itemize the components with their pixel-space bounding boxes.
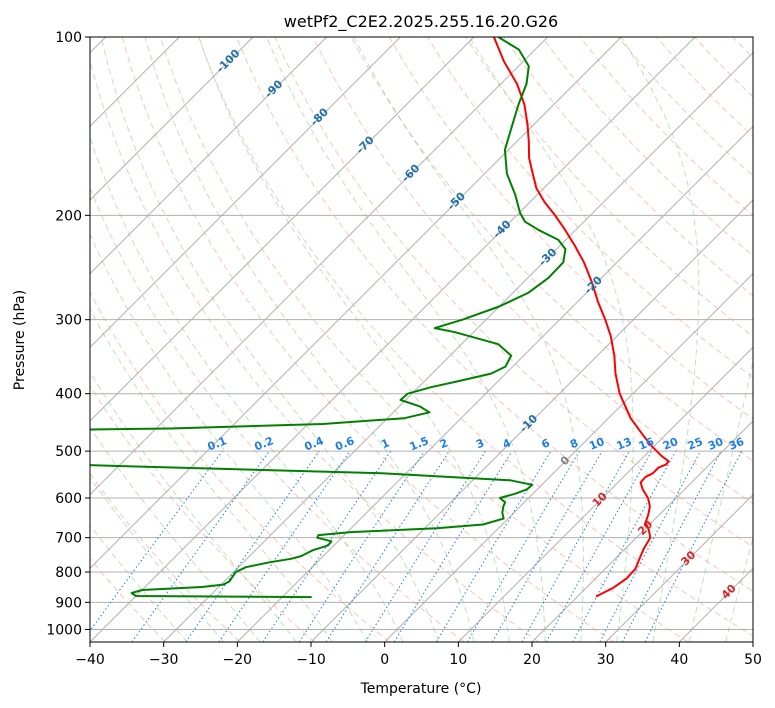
- mixing-ratio-label: 20: [661, 435, 680, 453]
- dry-adiabat: [90, 472, 241, 642]
- chart-title: wetPf2_C2E2.2025.255.16.20.G26: [284, 12, 558, 32]
- dry-adiabat: [503, 37, 753, 297]
- moist-adiabat: [688, 358, 753, 642]
- x-tick-label: −40: [75, 652, 105, 668]
- background-lines: [90, 37, 753, 642]
- isotherm-line: [163, 51, 753, 642]
- dry-adiabat: [465, 37, 753, 338]
- isotherm-line: [90, 37, 475, 422]
- y-tick-label: 900: [55, 595, 82, 611]
- moist-adiabat: [90, 370, 297, 642]
- x-tick-label: 0: [380, 652, 389, 668]
- moist-adiabat: [353, 37, 584, 642]
- dry-adiabat: [274, 37, 753, 548]
- mixing-ratio-line: [131, 450, 270, 642]
- mixing-ratio-label: 30: [706, 435, 725, 453]
- y-tick-label: 800: [55, 565, 82, 581]
- mixing-ratio-label: 1: [379, 436, 391, 451]
- moist-adiabat: [90, 308, 333, 642]
- x-axis-label: Temperature (°C): [360, 681, 482, 697]
- series-line: [90, 37, 567, 599]
- isotherm-line: [90, 37, 696, 642]
- mixing-ratio-line: [644, 450, 743, 642]
- isotherm-line: [384, 272, 753, 642]
- moist-adiabat: [620, 37, 700, 642]
- moist-adiabat: [725, 536, 753, 642]
- y-tick-label: 200: [55, 208, 82, 224]
- x-tick-label: 50: [744, 652, 762, 668]
- dry-adiabat: [90, 59, 540, 642]
- y-tick-label: 500: [55, 444, 82, 460]
- x-axis: −40 −30 −20 −10 0 10 20 30 40 50: [75, 642, 762, 668]
- x-tick-label: 20: [523, 652, 541, 668]
- dry-adiabat: [90, 186, 465, 642]
- mixing-ratio-line: [262, 450, 392, 642]
- dry-adiabat: [426, 37, 753, 378]
- data-series: [90, 37, 670, 599]
- dry-adiabat: [198, 37, 753, 637]
- moist-adiabat: [144, 37, 475, 642]
- isotherm-line: [605, 493, 753, 642]
- mixing-ratio-label: 8: [568, 436, 580, 451]
- y-tick-label: 1000: [46, 622, 82, 638]
- dry-adiabat: [90, 384, 316, 642]
- moist-adiabat: [90, 232, 369, 642]
- dry-adiabat: [350, 37, 753, 462]
- isotherm-line: [90, 37, 622, 570]
- x-tick-label: −10: [296, 652, 326, 668]
- y-tick-label: 700: [55, 531, 82, 547]
- mixing-ratio-line: [521, 450, 630, 642]
- y-tick-label: 400: [55, 387, 82, 403]
- moist-adiabat: [90, 476, 225, 642]
- isotherm-line: [457, 346, 753, 642]
- isotherm-line: [236, 125, 753, 642]
- y-tick-label: 300: [55, 313, 82, 329]
- isotherm-line: [310, 199, 753, 642]
- moist-adiabat: [100, 37, 439, 642]
- moist-adiabat: [90, 524, 188, 642]
- mixing-ratio-label: 10: [587, 435, 606, 453]
- mixing-ratio-line: [218, 450, 351, 642]
- dry-adiabat: [159, 37, 689, 642]
- mixing-ratio-line: [545, 450, 653, 642]
- moist-adiabat: [90, 135, 404, 642]
- x-tick-label: 10: [449, 652, 467, 668]
- isotherm-line: [531, 420, 753, 642]
- moist-adiabat: [198, 37, 510, 642]
- x-tick-label: −30: [149, 652, 179, 668]
- moist-adiabat: [90, 426, 261, 642]
- dry-adiabat: [312, 37, 753, 505]
- mixing-ratio-label: 13: [615, 435, 634, 453]
- mixing-ratio-label: 3: [474, 436, 486, 451]
- isotherm-line: [90, 37, 549, 496]
- dry-adiabat: [90, 291, 390, 642]
- y-tick-label: 600: [55, 491, 82, 507]
- moist-adiabat: [266, 37, 546, 642]
- mixing-ratio-label: 2: [438, 436, 450, 451]
- isotherm-line: [90, 37, 254, 201]
- mixing-ratio-line: [325, 450, 450, 642]
- dry-adiabat: [236, 37, 753, 592]
- y-axis-label: Pressure (hPa): [12, 290, 28, 390]
- dry-adiabat: [121, 37, 614, 642]
- y-axis: 100 200 300 400 500 600 700 800 900 1000: [46, 30, 90, 638]
- mixing-ratio-label: 36: [727, 435, 746, 453]
- x-tick-label: −20: [223, 652, 253, 668]
- isotherm-line: [90, 37, 328, 275]
- mixing-ratio-label: 25: [686, 435, 705, 453]
- mixing-ratio-line: [185, 450, 320, 642]
- mixing-ratio-line: [393, 450, 513, 642]
- y-tick-label: 100: [55, 30, 82, 46]
- isotherm-line: [90, 37, 401, 349]
- mixing-ratio-label: 16: [637, 435, 656, 453]
- x-tick-label: 40: [670, 652, 688, 668]
- mixing-ratio-line: [572, 450, 677, 642]
- mixing-ratio-line: [298, 450, 425, 642]
- dry-adiabat: [388, 37, 753, 420]
- x-tick-label: 30: [597, 652, 615, 668]
- mixing-ratio-line: [90, 450, 223, 632]
- plot-frame: [89, 36, 754, 643]
- series-line: [492, 37, 670, 598]
